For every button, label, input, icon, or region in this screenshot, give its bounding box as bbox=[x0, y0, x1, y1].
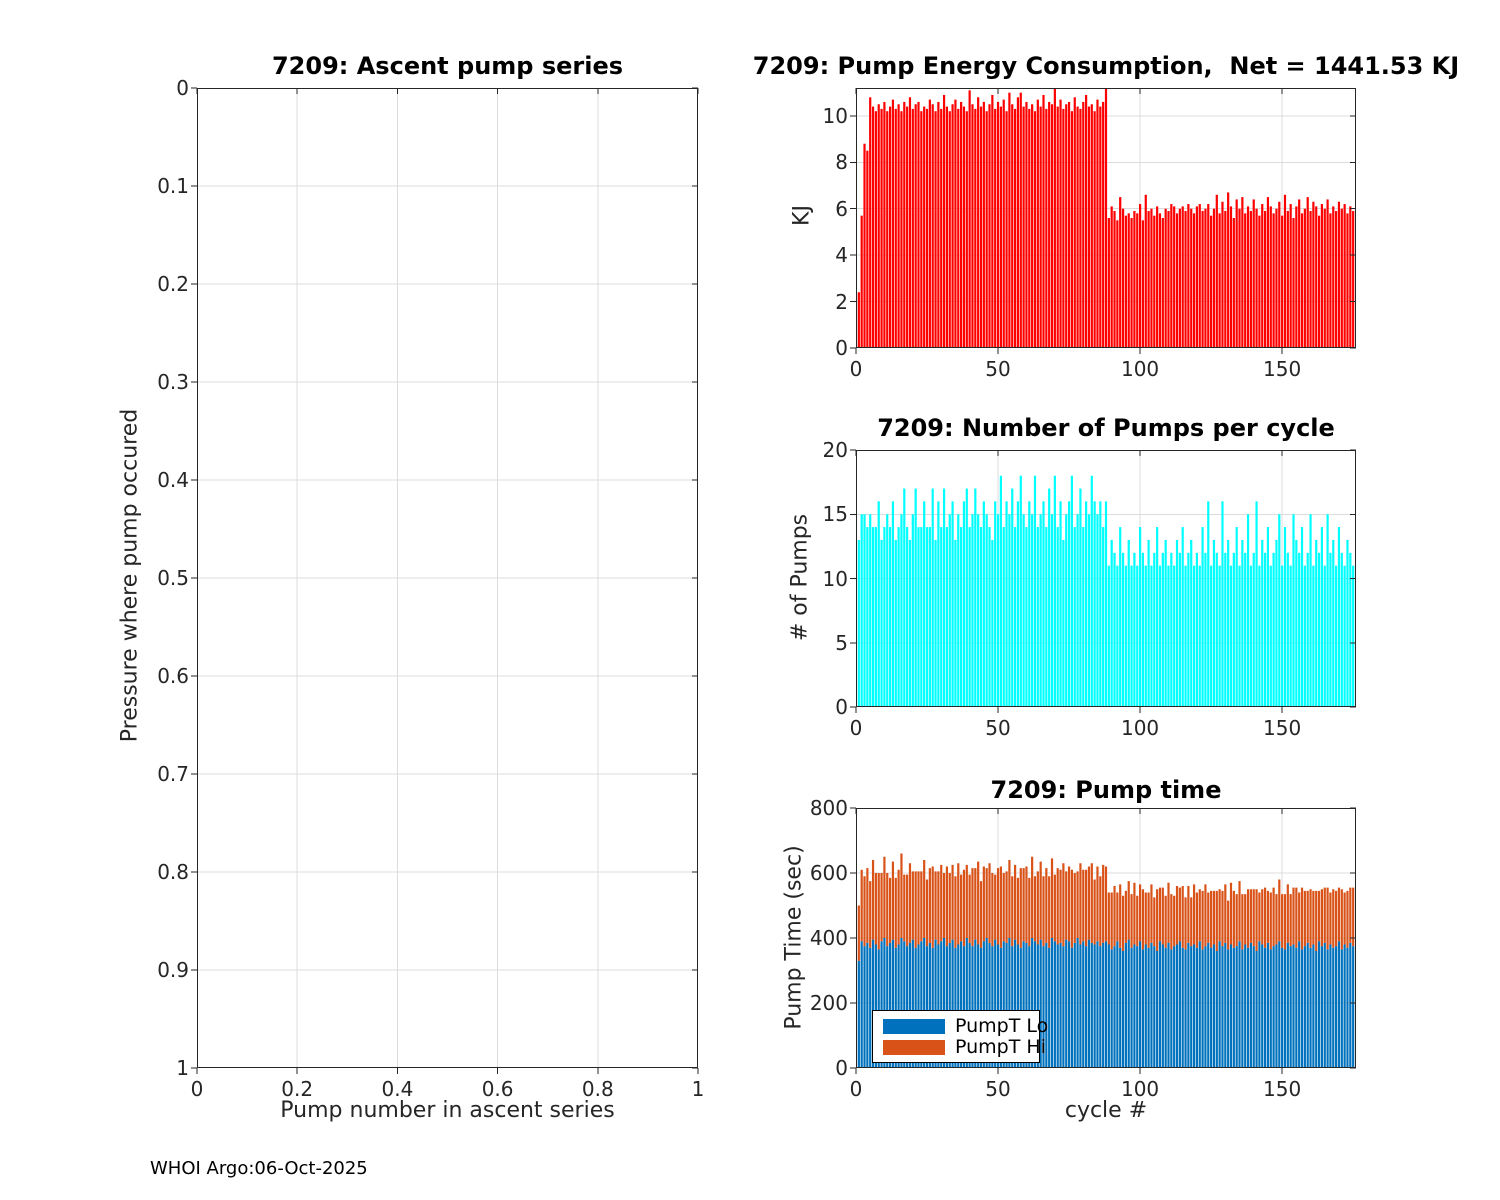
pumptime-x-tick-label: 0 bbox=[849, 1077, 863, 1101]
pumpt-hi-swatch bbox=[883, 1039, 945, 1055]
pumpt-lo-label: PumpT Lo bbox=[955, 1015, 1049, 1037]
pumptime-y-tick-label: 600 bbox=[809, 861, 848, 885]
pumptime-xlabel: cycle # bbox=[1064, 1098, 1148, 1123]
footer-watermark: WHOI Argo:06-Oct-2025 bbox=[150, 1158, 368, 1179]
energy-x-tick-label: 0 bbox=[849, 357, 863, 381]
pumptime-x-tick-label: 100 bbox=[1120, 1077, 1160, 1101]
energy-canvas bbox=[850, 88, 1356, 354]
pumps-y-tick-label: 15 bbox=[822, 502, 848, 527]
ascent-y-tick-label: 0.2 bbox=[157, 272, 189, 296]
pumps-x-tick-label: 100 bbox=[1120, 716, 1160, 740]
energy-y-tick-label: 4 bbox=[835, 243, 848, 268]
pumpt-hi-label: PumpT Hi bbox=[955, 1036, 1046, 1058]
ascent-y-tick-label: 0.9 bbox=[157, 958, 189, 982]
pumps-y-tick-label: 0 bbox=[835, 695, 848, 719]
energy-y-tick-label: 6 bbox=[835, 196, 848, 221]
ascent-canvas bbox=[191, 87, 699, 1074]
ascent-x-tick-label: 0.8 bbox=[581, 1077, 614, 1101]
ascent-y-tick-label: 0.5 bbox=[157, 566, 189, 590]
ascent-y-tick-label: 0.4 bbox=[157, 468, 189, 492]
ascent-x-tick-label: 0 bbox=[190, 1077, 204, 1101]
legend-row-pumpt-lo: PumpT Lo bbox=[883, 1015, 1048, 1037]
pumps-y-tick-label: 5 bbox=[835, 630, 848, 655]
ascent-plot-title: 7209: Ascent pump series bbox=[271, 52, 624, 80]
pumptime-canvas bbox=[850, 807, 1356, 1074]
pumpt-lo-swatch bbox=[883, 1018, 945, 1034]
pumptime-plot-area: PumpT Lo PumpT Hi 0 50 100 150 0 200 400 600 800 bbox=[810, 796, 1356, 1101]
energy-x-tick-label: 50 bbox=[985, 357, 1011, 381]
energy-y-tick-label: 8 bbox=[835, 150, 848, 175]
ascent-x-tick-label: 0.2 bbox=[281, 1077, 314, 1101]
ascent-y-tick-label: 0 bbox=[176, 76, 189, 100]
pumps-x-tick-label: 150 bbox=[1263, 716, 1302, 740]
pumps-x-tick-label: 50 bbox=[985, 716, 1011, 740]
energy-x-tick-label: 150 bbox=[1263, 357, 1302, 381]
pumptime-legend: PumpT Lo PumpT Hi bbox=[872, 1010, 1048, 1063]
pumps-canvas bbox=[850, 449, 1356, 713]
energy-plot-title: 7209: Pump Energy Consumption, Net = 144… bbox=[752, 52, 1460, 80]
ascent-plot-area: 0 0.2 0.4 0.6 0.8 1 0 0.1 0.2 0.3 0.4 0.5 0.6 0.7 0.8 0… bbox=[157, 76, 704, 1101]
pumptime-y-tick-label: 400 bbox=[809, 926, 848, 950]
pumps-y-tick-label: 20 bbox=[822, 438, 848, 462]
legend-row-pumpt-hi: PumpT Hi bbox=[883, 1036, 1046, 1058]
ascent-x-tick-label: 0.4 bbox=[381, 1077, 414, 1101]
pumptime-x-tick-label: 50 bbox=[985, 1077, 1011, 1101]
ascent-y-tick-label: 0.8 bbox=[157, 860, 189, 884]
ascent-y-tick-label: 0.7 bbox=[157, 762, 189, 786]
pumptime-y-tick-label: 200 bbox=[809, 991, 848, 1015]
pumps-plot-title: 7209: Number of Pumps per cycle bbox=[877, 414, 1335, 442]
ascent-y-tick-label: 0.6 bbox=[157, 664, 189, 688]
pumps-plot-area: 0 50 100 150 0 5 10 15 20 bbox=[823, 438, 1356, 740]
pumps-y-tick-label: 10 bbox=[822, 566, 848, 591]
pumps-x-tick-label: 0 bbox=[849, 716, 863, 740]
ascent-x-tick-label: 0.6 bbox=[481, 1077, 514, 1101]
ascent-y-tick-label: 0.3 bbox=[157, 370, 189, 394]
ascent-xlabel: Pump number in ascent series bbox=[280, 1098, 615, 1123]
energy-y-tick-label: 2 bbox=[835, 289, 848, 314]
pumptime-y-tick-label: 0 bbox=[835, 1056, 848, 1080]
pumptime-y-tick-label: 800 bbox=[809, 796, 848, 820]
energy-y-tick-label: 10 bbox=[822, 103, 848, 128]
ascent-y-tick-label: 0.1 bbox=[157, 174, 189, 198]
energy-plot-area: 0 50 100 150 0 2 4 6 8 10 bbox=[823, 88, 1356, 381]
pumptime-plot-title: 7209: Pump time bbox=[990, 776, 1222, 804]
energy-x-tick-label: 100 bbox=[1120, 357, 1160, 381]
ascent-x-tick-label: 1 bbox=[691, 1077, 705, 1101]
energy-y-tick-label: 0 bbox=[835, 336, 848, 360]
ascent-y-tick-label: 1 bbox=[176, 1056, 189, 1080]
pumptime-x-tick-label: 150 bbox=[1263, 1077, 1302, 1101]
